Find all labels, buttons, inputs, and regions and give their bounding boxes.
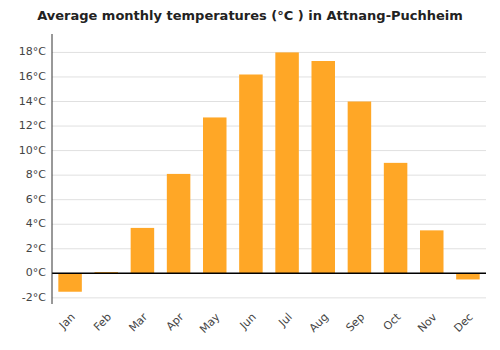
x-tick-label: Aug <box>307 311 331 335</box>
y-tick-label: 6°C <box>26 193 46 206</box>
x-tick-label: Sep <box>343 311 367 335</box>
bars <box>58 52 479 291</box>
bar <box>239 75 263 274</box>
x-tick-label: Dec <box>451 311 475 335</box>
grid-line <box>52 52 486 53</box>
bar <box>456 273 480 279</box>
x-tick-label: Feb <box>91 311 114 334</box>
x-tick-label: Apr <box>164 310 187 333</box>
bar <box>167 174 191 273</box>
y-tick-label: -2°C <box>22 291 46 304</box>
grid-line <box>52 175 486 176</box>
chart: Average monthly temperatures (°C ) in At… <box>0 0 500 350</box>
y-tick-label: 2°C <box>26 242 46 255</box>
bar <box>384 163 408 273</box>
x-tick-label: Nov <box>415 310 440 335</box>
x-tick-label: Oct <box>381 310 404 333</box>
grid-line <box>52 150 486 151</box>
y-tick-label: 18°C <box>19 45 46 58</box>
y-tick-label: 4°C <box>26 217 46 230</box>
grid-line <box>52 101 486 102</box>
baseline <box>52 273 486 275</box>
grid-line <box>52 224 486 225</box>
bar <box>203 117 227 273</box>
bar <box>131 228 155 273</box>
x-tick-label: Jul <box>276 311 295 330</box>
bar <box>420 230 444 273</box>
bar <box>58 273 82 291</box>
grid-line <box>52 199 486 200</box>
y-axis-line <box>52 34 53 304</box>
y-tick-label: 10°C <box>19 144 46 157</box>
x-tick-label: Jan <box>56 311 78 333</box>
title: Average monthly temperatures (°C ) in At… <box>37 8 463 23</box>
x-axis: Jan Feb Mar Apr May Jun Jul Aug Sep Oct Nov Dec <box>56 310 476 336</box>
y-tick-label: 14°C <box>19 95 46 108</box>
bar <box>348 102 372 274</box>
grid-line <box>52 297 486 298</box>
bar <box>275 52 299 273</box>
bar <box>311 61 335 273</box>
x-tick-label: Mar <box>126 310 150 334</box>
grid-line <box>52 76 486 77</box>
y-tick-label: 0°C <box>26 266 46 279</box>
y-axis: -2°C 0°C 2°C 4°C 6°C 8°C 10°C 12°C 14°C 16°C 18°C <box>19 45 46 303</box>
x-tick-label: Jun <box>237 311 259 333</box>
y-tick-label: 12°C <box>19 119 46 132</box>
grid-line <box>52 126 486 127</box>
grid-line <box>52 273 486 274</box>
y-tick-label: 8°C <box>26 168 46 181</box>
x-tick-label: May <box>197 310 223 336</box>
grid <box>52 52 486 297</box>
y-tick-label: 16°C <box>19 70 46 83</box>
